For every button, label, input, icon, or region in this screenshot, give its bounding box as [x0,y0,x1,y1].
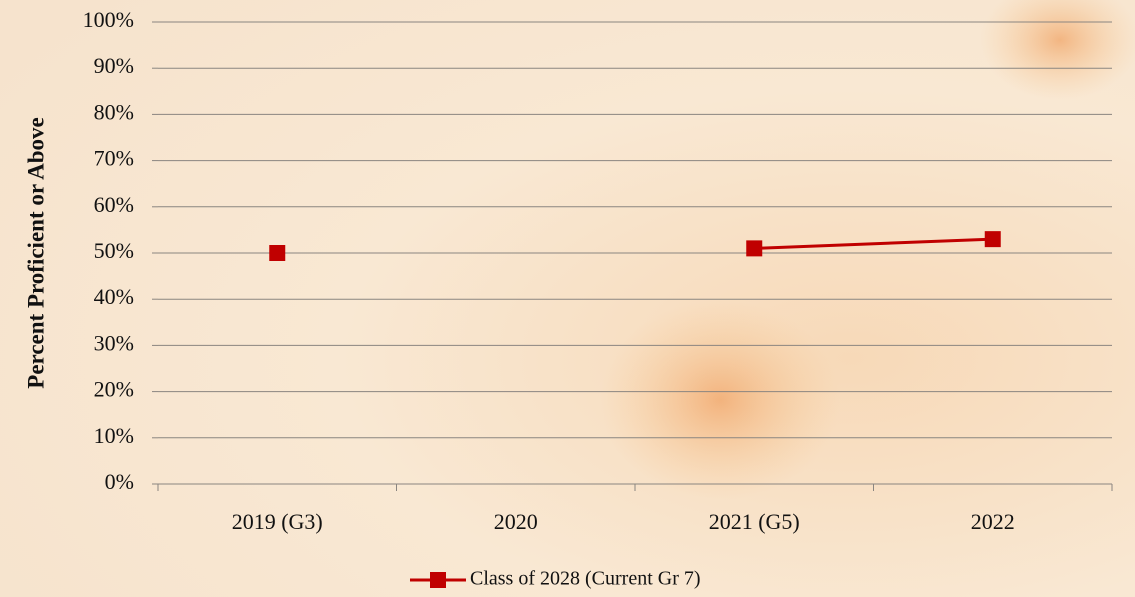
x-tick-label: 2019 (G3) [232,509,323,534]
y-tick-label: 60% [94,192,134,217]
legend-label: Class of 2028 (Current Gr 7) [470,568,701,590]
point-marker [269,245,286,261]
legend-marker [430,572,446,588]
y-tick-label: 90% [94,53,134,78]
point-marker [984,231,1001,248]
y-tick-label: 70% [94,146,134,171]
y-tick-label: 30% [94,330,134,355]
y-tick-label: 0% [105,469,134,494]
y-axis-label: Percent Proficient or Above [23,117,48,388]
series-line [754,237,993,250]
y-tick-label: 100% [83,7,134,32]
y-tick-label: 20% [94,377,134,402]
x-tick-label: 2022 [971,509,1015,534]
x-tick-label: 2021 (G5) [709,509,800,534]
y-tick-label: 80% [94,99,134,124]
leaf-decoration [600,300,840,500]
y-tick-label: 10% [94,423,134,448]
x-tick-label: 2020 [494,509,538,534]
point-marker [746,240,763,257]
y-tick-label: 40% [94,284,134,309]
leaf-decoration [980,0,1135,100]
y-tick-label: 50% [94,238,134,263]
